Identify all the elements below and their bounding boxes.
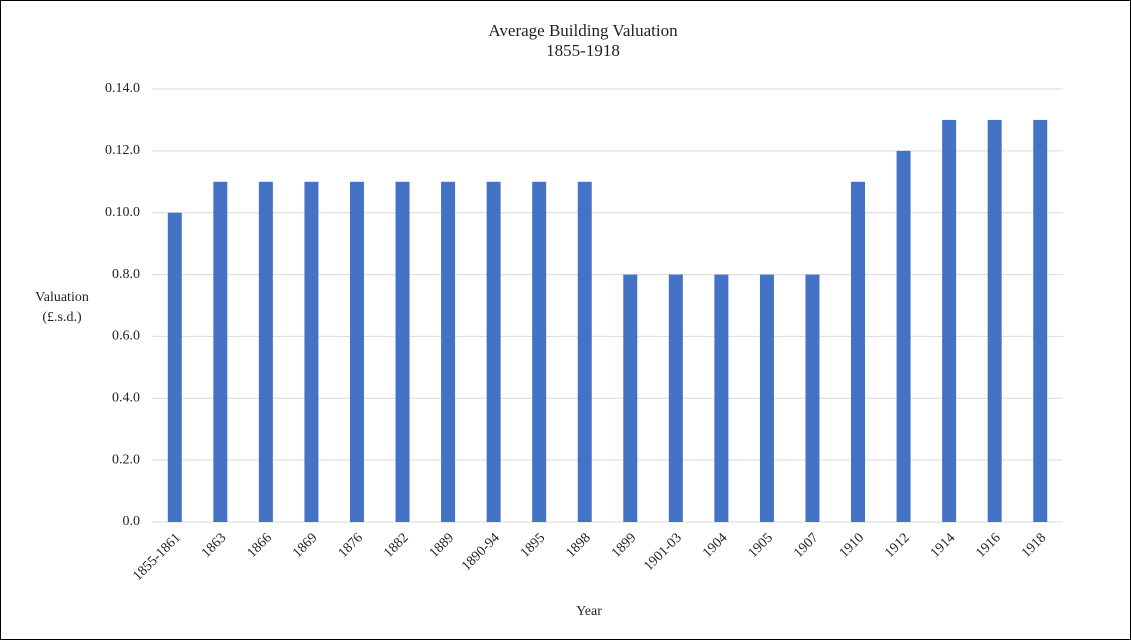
y-axis-title: (£.s.d.) bbox=[42, 310, 82, 325]
bar bbox=[441, 181, 456, 523]
bar bbox=[304, 181, 319, 523]
bar bbox=[577, 181, 592, 523]
y-tick-label: 0.10.0 bbox=[105, 205, 140, 220]
bar bbox=[258, 181, 273, 523]
bar bbox=[486, 181, 501, 523]
y-tick-label: 0.6.0 bbox=[112, 329, 140, 344]
bar bbox=[896, 150, 911, 522]
bar bbox=[167, 212, 182, 522]
y-tick-label: 0.4.0 bbox=[112, 391, 140, 406]
y-tick-label: 0.8.0 bbox=[112, 267, 140, 282]
bar bbox=[759, 274, 774, 522]
bar bbox=[1033, 119, 1048, 522]
y-tick-label: 0.0 bbox=[123, 514, 141, 529]
bar bbox=[668, 274, 683, 522]
chart-title: Average Building Valuation bbox=[488, 21, 678, 40]
bar bbox=[213, 181, 228, 523]
chart-subtitle: 1855-1918 bbox=[546, 41, 620, 60]
y-tick-label: 0.12.0 bbox=[105, 143, 140, 158]
bar bbox=[395, 181, 410, 523]
x-axis-title: Year bbox=[576, 604, 602, 619]
y-axis-title: Valuation bbox=[35, 290, 89, 305]
bar bbox=[987, 119, 1002, 522]
bar bbox=[714, 274, 729, 522]
bar bbox=[851, 181, 866, 523]
bar bbox=[532, 181, 547, 523]
y-tick-label: 0.14.0 bbox=[105, 81, 140, 96]
bar bbox=[623, 274, 638, 522]
y-tick-label: 0.2.0 bbox=[112, 452, 140, 467]
bar bbox=[349, 181, 364, 523]
bar bbox=[805, 274, 820, 522]
bar bbox=[942, 119, 957, 522]
